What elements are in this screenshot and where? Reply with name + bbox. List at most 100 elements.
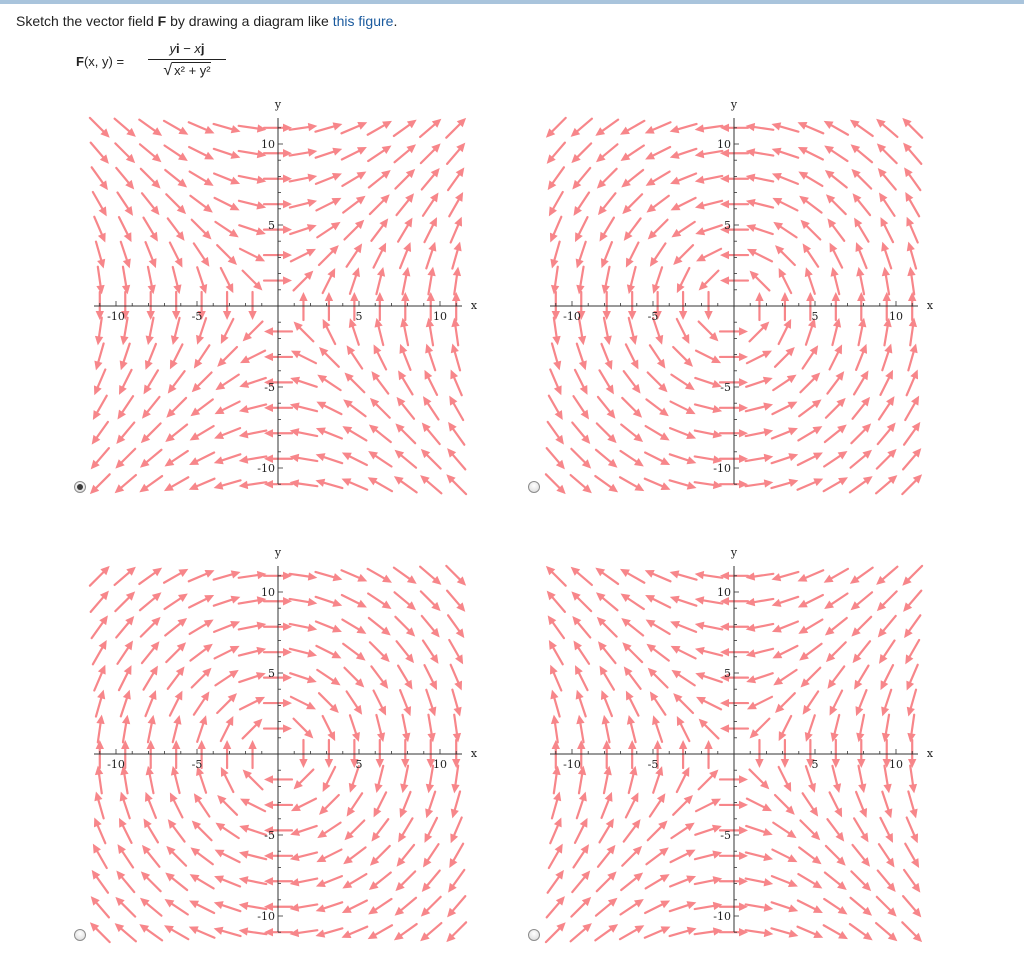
field-arrow	[396, 664, 413, 690]
field-arrow	[744, 928, 774, 938]
y-tick-label: 5	[724, 667, 731, 680]
field-arrow	[570, 447, 592, 469]
fraction-bar	[148, 59, 226, 60]
field-arrow	[264, 775, 294, 784]
field-arrow	[322, 765, 337, 792]
field-arrow	[423, 664, 438, 691]
field-arrow	[241, 269, 263, 291]
field-arrow	[644, 874, 670, 890]
field-arrow	[878, 192, 896, 217]
field-arrow	[669, 595, 698, 607]
field-arrow	[189, 643, 213, 662]
field-arrow	[857, 738, 866, 768]
field-arrow	[799, 372, 821, 394]
field-arrow	[374, 317, 385, 347]
field-arrow	[94, 316, 104, 346]
field-arrow	[704, 740, 713, 770]
field-arrow	[139, 167, 161, 189]
field-arrow	[189, 424, 215, 441]
field-arrow	[569, 473, 592, 494]
x-tick-label: 10	[433, 310, 447, 323]
option-b-radio[interactable]	[528, 481, 540, 493]
field-arrow	[671, 669, 696, 687]
field-arrow	[288, 173, 318, 183]
field-arrow	[571, 591, 593, 613]
field-arrow	[772, 197, 799, 212]
y-tick-label: 10	[261, 138, 275, 151]
field-arrow	[745, 198, 775, 209]
field-arrow	[907, 713, 916, 743]
option-d-radio[interactable]	[528, 929, 540, 941]
field-arrow	[882, 738, 891, 768]
field-arrow	[694, 824, 722, 836]
field-arrow	[856, 266, 866, 296]
field-arrow	[748, 321, 770, 343]
x-tick-label: 5	[356, 310, 363, 323]
field-arrow	[800, 219, 822, 241]
option-c-radio[interactable]	[74, 929, 86, 941]
field-arrow	[772, 821, 797, 839]
field-arrow	[697, 769, 719, 791]
field-arrow	[289, 224, 317, 236]
field-arrow	[166, 845, 188, 867]
field-arrow	[901, 921, 923, 943]
option-a-radio[interactable]	[74, 481, 86, 493]
field-arrow	[902, 117, 924, 139]
field-arrow	[289, 695, 316, 710]
field-arrow	[771, 848, 798, 863]
x-axis-label: x	[471, 747, 478, 760]
field-arrow	[694, 149, 724, 159]
field-arrow	[120, 316, 129, 346]
field-arrow	[907, 790, 918, 819]
field-arrow	[139, 448, 163, 468]
field-arrow	[770, 901, 799, 913]
field-arrow	[319, 793, 340, 815]
field-arrow	[904, 842, 920, 868]
field-arrow	[140, 192, 160, 216]
field-arrow	[119, 342, 131, 371]
field-arrow	[849, 896, 873, 916]
field-arrow	[367, 169, 391, 189]
figure-link[interactable]: this figure	[332, 13, 394, 29]
field-arrow	[695, 672, 723, 684]
field-arrow	[595, 422, 617, 444]
field-arrow	[643, 926, 671, 939]
field-arrow	[324, 292, 334, 322]
field-arrow	[720, 647, 750, 657]
field-arrow	[219, 716, 234, 743]
field-arrow	[369, 397, 391, 419]
field-arrow	[797, 426, 823, 442]
field-arrow	[798, 171, 824, 188]
field-arrow	[718, 429, 748, 438]
field-arrow	[598, 369, 614, 395]
field-arrow	[621, 168, 645, 188]
field-arrow	[875, 895, 897, 917]
field-arrow	[595, 592, 619, 612]
x-tick-label: -5	[192, 758, 203, 771]
y-axis-label: y	[274, 98, 282, 111]
field-arrow	[427, 266, 436, 296]
field-arrow	[600, 690, 614, 718]
field-arrow	[93, 817, 107, 845]
field-arrow	[746, 224, 774, 236]
field-arrow	[393, 476, 418, 494]
field-arrow	[341, 925, 369, 939]
field-arrow	[576, 265, 585, 295]
field-arrow	[314, 620, 342, 633]
field-arrow	[627, 316, 638, 346]
field-arrow	[695, 224, 723, 236]
field-arrow	[262, 199, 292, 209]
field-arrow	[644, 121, 672, 134]
field-arrow	[600, 791, 613, 820]
field-arrow	[119, 791, 131, 820]
field-arrow	[398, 370, 414, 396]
field-arrow	[164, 476, 190, 492]
field-arrow	[242, 320, 264, 342]
field-arrow	[288, 148, 318, 157]
x-tick-label: 5	[812, 310, 819, 323]
field-arrow	[264, 378, 294, 387]
formula-lhs-args: (x, y) =	[83, 54, 125, 69]
field-arrow	[693, 480, 723, 490]
field-arrow	[881, 713, 891, 743]
field-arrow	[96, 265, 105, 295]
